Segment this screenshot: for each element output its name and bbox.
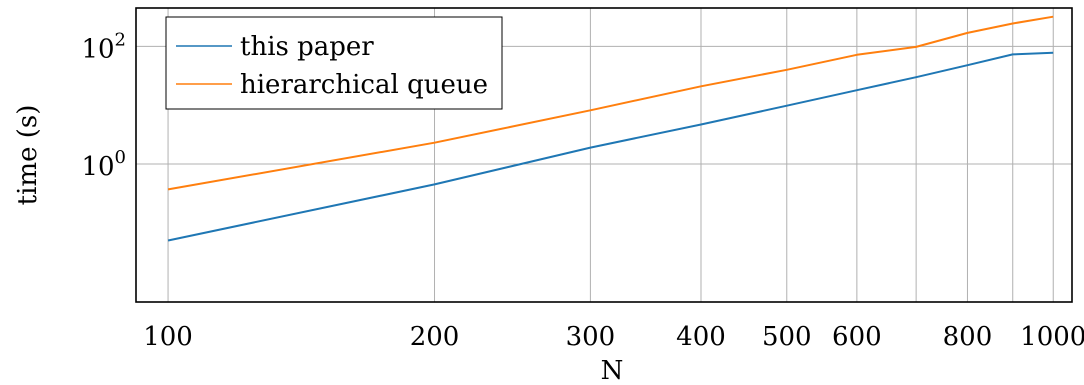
legend-label-hierarchical-queue: hierarchical queue — [240, 70, 488, 100]
y-axis-label: time (s) — [13, 105, 43, 206]
plot-frame — [135, 7, 1073, 303]
x-tick-label: 300 — [566, 322, 616, 352]
x-tick-label: 100 — [143, 322, 193, 352]
series-line-hierarchical-queue — [167, 15, 1054, 191]
x-tick-label: 500 — [762, 322, 812, 352]
y-tick-label: 100 — [81, 147, 126, 182]
x-tick-label: 400 — [676, 322, 726, 352]
x-tick-label: 200 — [410, 322, 460, 352]
x-tick-labels: 100 200 300 400 500 600 800 1000 — [143, 322, 1084, 352]
x-tick-label: 1000 — [1020, 322, 1084, 352]
x-tick-label: 800 — [943, 322, 993, 352]
x-tick-label: 600 — [832, 322, 882, 352]
series-lines — [167, 15, 1054, 242]
y-tick-label: 102 — [81, 29, 126, 64]
legend-label-this-paper: this paper — [240, 32, 374, 62]
legend-box — [165, 16, 503, 110]
series-line-this-paper — [167, 51, 1054, 242]
y-tick-labels: 100 102 — [81, 29, 126, 182]
x-axis-label: N — [601, 356, 624, 385]
legend: this paper hierarchical queue — [165, 16, 503, 110]
